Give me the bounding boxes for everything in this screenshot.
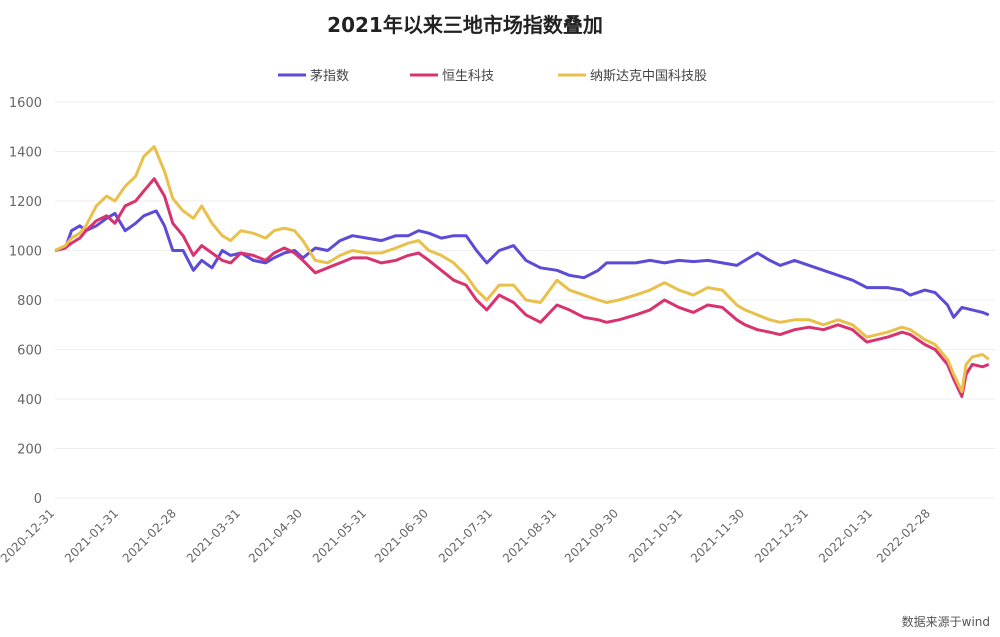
x-tick-label: 2020-12-31	[0, 506, 57, 565]
x-tick-label: 2022-01-31	[816, 506, 875, 565]
x-tick-label: 2021-08-31	[500, 506, 559, 565]
legend-label: 恒生科技	[442, 69, 494, 84]
x-tick-label: 2021-04-30	[246, 506, 305, 565]
legend-label: 纳斯达克中国科技股	[590, 69, 707, 84]
gridlines	[55, 101, 995, 499]
x-tick-label: 2021-03-31	[184, 506, 243, 565]
y-tick-label: 800	[17, 294, 42, 309]
y-tick-label: 200	[17, 443, 42, 458]
x-tick-label: 2021-02-28	[120, 506, 179, 565]
y-tick-label: 1200	[9, 195, 42, 210]
data-source-note: 数据来源于wind	[902, 614, 990, 629]
series-line-0	[54, 209, 990, 319]
x-tick-label: 2021-06-30	[372, 506, 431, 565]
y-axis: 0 200 400 600 800 1000 1200 1400 1600	[9, 96, 42, 507]
x-tick-label: 2022-02-28	[874, 506, 933, 565]
x-tick-label: 2021-09-30	[562, 506, 621, 565]
x-tick-label: 2021-05-31	[310, 506, 369, 565]
x-tick-label: 2021-12-31	[752, 506, 811, 565]
x-tick-label: 2021-07-31	[436, 506, 495, 565]
y-tick-label: 600	[17, 344, 42, 359]
series-lines	[54, 145, 990, 398]
y-tick-label: 400	[17, 393, 42, 408]
series-line-1	[54, 177, 990, 398]
legend: 茅指数 恒生科技 纳斯达克中国科技股	[278, 69, 707, 84]
series-line-2	[54, 145, 990, 394]
y-tick-label: 1600	[9, 96, 42, 111]
legend-label: 茅指数	[310, 69, 349, 84]
y-tick-label: 0	[34, 492, 42, 507]
chart-title: 2021年以来三地市场指数叠加	[327, 13, 603, 37]
x-tick-label: 2021-01-31	[62, 506, 121, 565]
y-tick-label: 1400	[9, 146, 42, 161]
x-tick-label: 2021-11-30	[688, 506, 747, 565]
x-tick-label: 2021-10-31	[626, 506, 685, 565]
y-tick-label: 1000	[9, 245, 42, 260]
